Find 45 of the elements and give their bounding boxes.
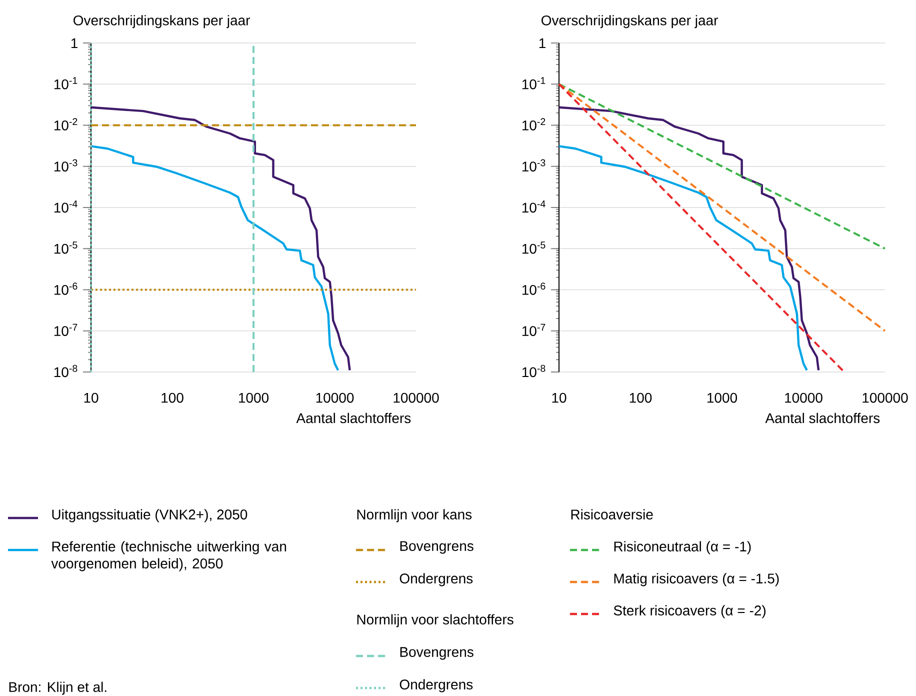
legend-label: Risiconeutraal (α = -1): [614, 541, 751, 554]
text: Bron: Klijn et al.: [9, 682, 106, 695]
y-tick-label: 10$^{-4}$: [522, 200, 546, 213]
legend-label: Matig risicoavers (α = -1.5): [614, 573, 779, 586]
y-tick-label: 10$^{-1}$: [54, 77, 78, 90]
y-tick-label: 10$^{-1}$: [522, 77, 546, 90]
x-axis-title: Aantal slachtoffers: [765, 412, 880, 424]
legend-label: Bovengrens: [400, 647, 474, 660]
x-tick-label: 1000: [239, 392, 269, 403]
y-tick-label: 10$^{-6}$: [54, 282, 78, 295]
legend-label: Bovengrens: [400, 541, 474, 554]
x-tick-label: 100: [162, 392, 184, 403]
legend-label: Ondergrens: [400, 679, 473, 692]
y-tick-label: 10$^{-6}$: [522, 282, 546, 295]
x-tick-label: 10: [84, 392, 98, 403]
legend-label: Uitgangssituatie (VNK2+), 2050: [52, 509, 248, 522]
y-tick-label: 10$^{-3}$: [54, 159, 78, 172]
text: Normlijn voor slachtoffers: [357, 614, 514, 628]
y-tick-label: 10$^{-4}$: [54, 200, 78, 213]
y-tick-label: 1: [539, 38, 546, 48]
legend-label: Referentie (technische uitwerking van voorgenomen beleid), 2050: [51, 541, 286, 572]
y-tick-label: 10$^{-5}$: [54, 242, 78, 254]
y-tick-label: 10$^{-3}$: [522, 159, 546, 172]
x-tick-label: 10000: [785, 392, 822, 403]
y-tick-label: 10$^{-2}$: [522, 118, 546, 130]
y-tick-label: 10$^{-2}$: [54, 118, 78, 130]
y-tick-label: 1: [71, 38, 78, 48]
x-tick-label: 100: [630, 392, 652, 403]
y-tick-label: 10$^{-7}$: [54, 324, 78, 336]
text: Normlijn voor kans: [357, 509, 472, 522]
x-tick-label: 100000: [862, 392, 908, 403]
legend-label: Sterk risicoavers (α = -2): [614, 605, 766, 618]
x-tick-label: 1000: [707, 392, 738, 403]
x-tick-label: 100000: [394, 392, 439, 403]
y-tick-label: 10$^{-8}$: [522, 364, 546, 378]
y-axis-title: Overschrijdingskans per jaar: [542, 15, 718, 28]
y-tick-label: 10$^{-5}$: [522, 242, 546, 254]
y-tick-label: 10$^{-7}$: [522, 324, 546, 336]
legend-title: Risicoaversie: [571, 509, 653, 520]
y-axis-title: Overschrijdingskans per jaar: [74, 15, 250, 28]
legend-label: Ondergrens: [400, 573, 473, 586]
y-tick-label: 10$^{-8}$: [54, 364, 78, 378]
x-tick-label: 10000: [316, 392, 354, 403]
x-axis-title: Aantal slachtoffers: [296, 412, 411, 424]
x-tick-label: 10: [552, 392, 566, 403]
